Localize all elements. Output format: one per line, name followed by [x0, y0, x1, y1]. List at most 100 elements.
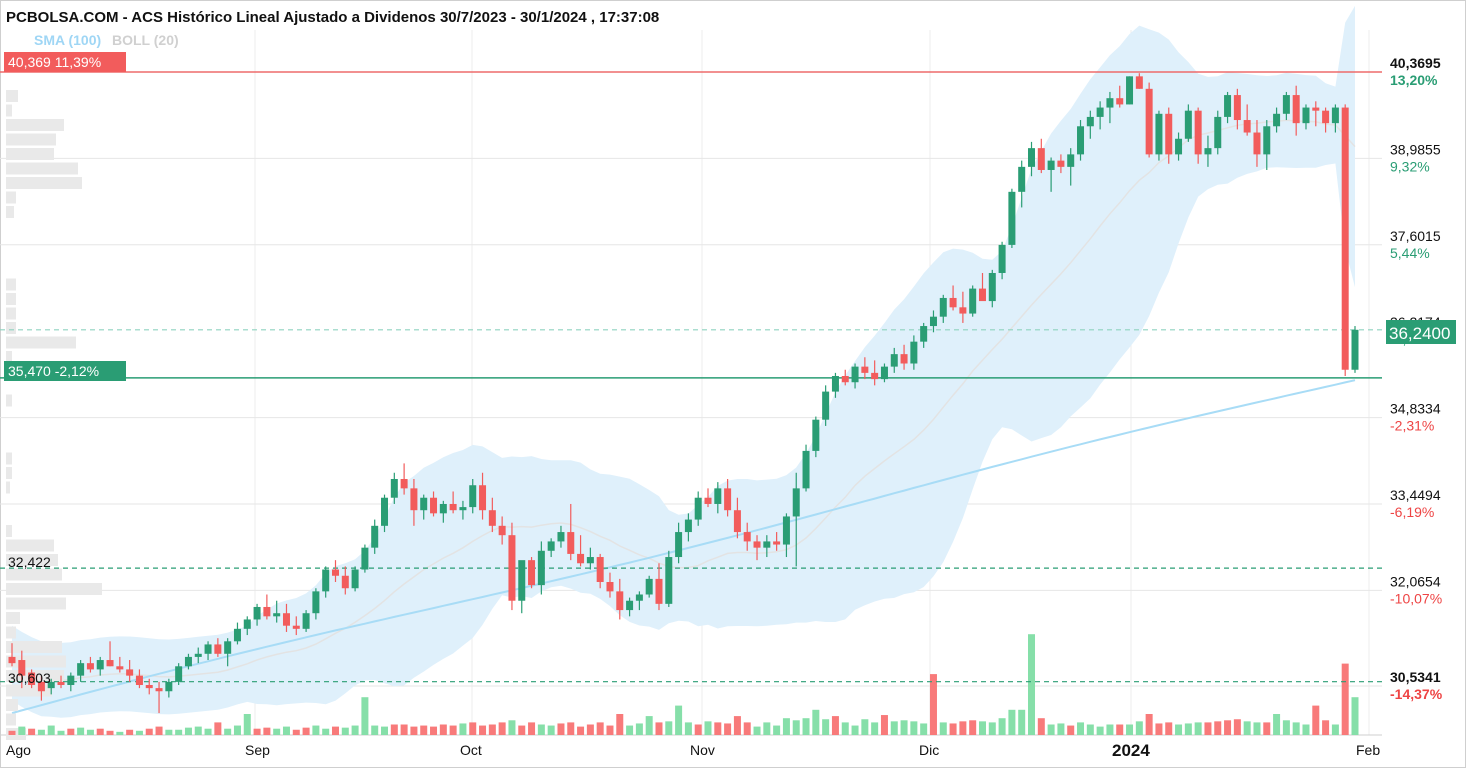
- candle-body: [410, 488, 418, 511]
- candle-body: [145, 685, 153, 689]
- candle-body: [920, 326, 928, 342]
- candle-body: [959, 307, 967, 314]
- volume-bar: [841, 722, 849, 735]
- candle-body: [851, 366, 859, 383]
- candle-body: [724, 488, 732, 511]
- candle-body: [518, 560, 526, 601]
- volume-bar: [106, 730, 114, 735]
- candle-body: [449, 503, 457, 511]
- volume-bar: [851, 725, 859, 735]
- candle-body: [28, 672, 36, 686]
- volume-bar: [1351, 697, 1359, 735]
- candle-body: [547, 541, 555, 551]
- volume-profile-bar: [6, 307, 16, 320]
- candle-body: [988, 272, 996, 302]
- volume-bar: [1135, 721, 1143, 735]
- volume-bar: [282, 726, 290, 735]
- volume-bar: [1028, 634, 1036, 735]
- candle-body: [331, 569, 339, 576]
- y-tick-label: 34,8334: [1390, 401, 1441, 417]
- legend-sma[interactable]: SMA (100): [34, 32, 101, 48]
- candle-body: [528, 560, 536, 586]
- candle-body: [322, 569, 330, 592]
- volume-bar: [871, 722, 879, 735]
- volume-bar: [567, 722, 575, 735]
- candle-body: [459, 507, 467, 511]
- volume-bar: [381, 726, 389, 735]
- volume-bar: [194, 726, 202, 735]
- volume-bar: [263, 727, 271, 735]
- volume-bar: [498, 722, 506, 735]
- candle-body: [841, 375, 849, 383]
- candle-body: [312, 591, 320, 614]
- volume-bars: [8, 634, 1359, 735]
- candle-body: [1312, 107, 1320, 111]
- volume-bar: [8, 730, 16, 735]
- volume-bar: [1282, 720, 1290, 735]
- volume-bar: [635, 723, 643, 735]
- volume-bar: [135, 730, 143, 735]
- y-tick-label: 37,6015: [1390, 228, 1441, 244]
- y-tick-pct: -10,07%: [1390, 590, 1442, 606]
- volume-bar: [371, 725, 379, 735]
- volume-bar: [949, 723, 957, 735]
- y-tick-pct: 5,44%: [1390, 245, 1430, 261]
- volume-bar: [165, 729, 173, 735]
- volume-bar: [890, 721, 898, 735]
- candle-body: [900, 354, 908, 364]
- candle-body: [253, 606, 261, 620]
- candle-body: [479, 485, 487, 511]
- candle-body: [626, 600, 634, 611]
- candle-body: [204, 644, 212, 654]
- volume-bar: [1224, 720, 1232, 735]
- candle-body: [224, 641, 232, 654]
- candle-body: [714, 488, 722, 504]
- price-levels: [0, 71, 1382, 683]
- volume-profile-bar: [6, 713, 16, 726]
- legend-boll[interactable]: BOLL (20): [112, 32, 179, 48]
- volume-profile-bar: [6, 568, 62, 581]
- volume-bar: [998, 718, 1006, 735]
- candle-body: [1067, 154, 1075, 167]
- candle-body: [263, 606, 271, 617]
- x-tick-label: Sep: [245, 742, 270, 758]
- candle-body: [341, 575, 349, 589]
- candle-body: [86, 663, 94, 670]
- candle-body: [1302, 107, 1310, 124]
- candle-body: [655, 578, 663, 604]
- volume-bar: [1037, 718, 1045, 735]
- volume-bar: [1312, 705, 1320, 735]
- candle-body: [871, 372, 879, 380]
- volume-bar: [929, 674, 937, 735]
- volume-profile-bar: [6, 104, 12, 117]
- y-tick-label: 33,4494: [1390, 487, 1441, 503]
- volume-bar: [606, 725, 614, 735]
- candle-body: [929, 316, 937, 327]
- candle-body: [910, 341, 918, 364]
- candle-body: [1106, 98, 1114, 108]
- volume-bar: [155, 726, 163, 735]
- candle-body: [430, 497, 438, 514]
- volume-bar: [616, 714, 624, 735]
- volume-profile-bar: [6, 119, 64, 131]
- candle-body: [1126, 76, 1134, 105]
- candle-body: [47, 681, 55, 689]
- y-tick-pct: -14,37%: [1390, 686, 1443, 702]
- volume-bar: [900, 720, 908, 735]
- volume-profile-bar: [6, 351, 12, 363]
- volume-bar: [861, 719, 869, 735]
- candle-body: [704, 497, 712, 504]
- candle-body: [537, 550, 545, 586]
- candle-body: [18, 660, 26, 676]
- candle-body: [243, 619, 251, 629]
- volume-bar: [763, 722, 771, 735]
- volume-bar: [37, 729, 45, 735]
- volume-bar: [1047, 724, 1055, 735]
- candle-body: [1057, 160, 1065, 167]
- volume-profile-bar: [6, 206, 14, 218]
- x-tick-label: 2024: [1112, 741, 1150, 760]
- volume-bar: [449, 725, 457, 735]
- candle-body: [488, 510, 496, 526]
- candle-body: [1351, 329, 1359, 370]
